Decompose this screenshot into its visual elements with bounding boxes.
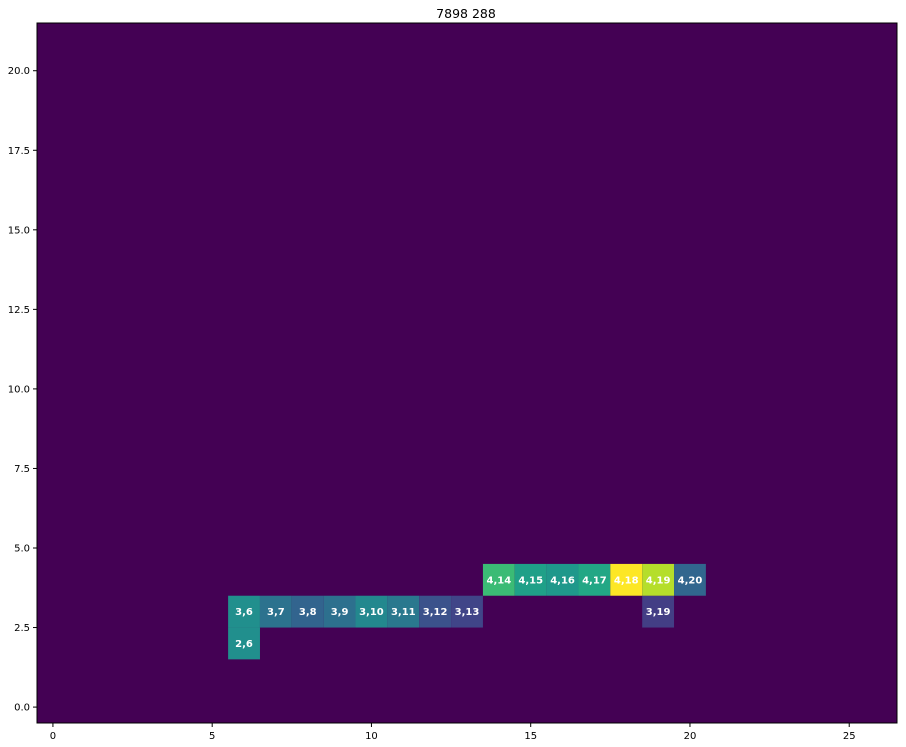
heatmap-cell xyxy=(228,595,260,628)
cell-label: 3,12 xyxy=(423,607,448,618)
y-tick-label: 17.5 xyxy=(8,146,30,157)
y-tick-label: 0.0 xyxy=(14,703,30,714)
heatmap-cell xyxy=(323,595,356,628)
y-tick-label: 7.5 xyxy=(14,464,30,475)
cell-labels: 2,6 3,6 3,7 3,8 3,9 3,10 3,11 3,12 3,13 3,19 4,14 4… xyxy=(235,575,702,650)
cell-label: 4,15 xyxy=(518,575,543,586)
y-tick-label: 12.5 xyxy=(8,305,30,316)
y-tick-label: 2.5 xyxy=(14,623,30,634)
heatmap-cell xyxy=(387,595,420,628)
y-axis: 0.0 2.5 5.0 7.5 10.0 12.5 15.0 17.5 20.0 xyxy=(8,66,37,714)
y-tick-label: 15.0 xyxy=(8,225,30,236)
heatmap-cell xyxy=(482,563,515,596)
cell-label: 3,7 xyxy=(267,607,285,618)
cell-label: 4,14 xyxy=(487,575,512,586)
heatmap-cell xyxy=(291,595,324,628)
y-tick-label: 20.0 xyxy=(8,66,30,77)
heatmap-cell xyxy=(642,563,675,596)
cell-label: 3,10 xyxy=(359,607,384,618)
x-tick-label: 0 xyxy=(50,731,56,742)
heatmap-cell xyxy=(419,595,452,628)
y-tick-label: 10.0 xyxy=(8,384,30,395)
heatmap-cell xyxy=(610,563,643,596)
x-tick-label: 10 xyxy=(365,731,378,742)
heatmap-cells xyxy=(228,563,706,660)
heatmap-cell xyxy=(514,563,547,596)
heatmap-cell xyxy=(546,563,579,596)
x-tick-label: 25 xyxy=(843,731,856,742)
cell-label: 3,19 xyxy=(646,607,671,618)
cell-label: 4,18 xyxy=(614,575,639,586)
y-tick-label: 5.0 xyxy=(14,544,30,555)
cell-label: 4,19 xyxy=(646,575,671,586)
cell-label: 4,17 xyxy=(582,575,607,586)
cell-label: 4,20 xyxy=(678,575,703,586)
heatmap-cell xyxy=(355,595,388,628)
heatmap-cell xyxy=(228,627,260,660)
cell-label: 4,16 xyxy=(550,575,575,586)
heatmap-cell xyxy=(578,563,611,596)
heatmap-cell xyxy=(642,595,675,628)
x-tick-label: 20 xyxy=(684,731,697,742)
x-axis: 0 5 10 15 20 25 xyxy=(50,723,856,742)
x-tick-label: 5 xyxy=(209,731,215,742)
plot-frame xyxy=(36,22,898,724)
heatmap-cell xyxy=(674,563,706,596)
cell-label: 3,6 xyxy=(235,607,253,618)
x-tick-label: 15 xyxy=(524,731,537,742)
cell-label: 2,6 xyxy=(235,639,253,650)
cell-label: 3,9 xyxy=(331,607,349,618)
heatmap-cell xyxy=(259,595,292,628)
cell-label: 3,11 xyxy=(391,607,416,618)
cell-label: 3,13 xyxy=(455,607,480,618)
heatmap-cell xyxy=(451,595,483,628)
chart-title: 7898 288 xyxy=(436,6,496,21)
cell-label: 3,8 xyxy=(299,607,317,618)
